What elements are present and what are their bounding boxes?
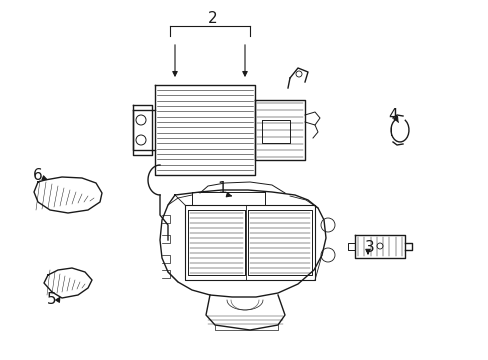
Text: 3: 3 bbox=[365, 240, 374, 256]
Text: 2: 2 bbox=[208, 10, 217, 26]
Text: 6: 6 bbox=[33, 167, 43, 183]
Text: 4: 4 bbox=[387, 108, 397, 122]
Text: 5: 5 bbox=[47, 292, 57, 307]
Text: 1: 1 bbox=[217, 180, 226, 195]
